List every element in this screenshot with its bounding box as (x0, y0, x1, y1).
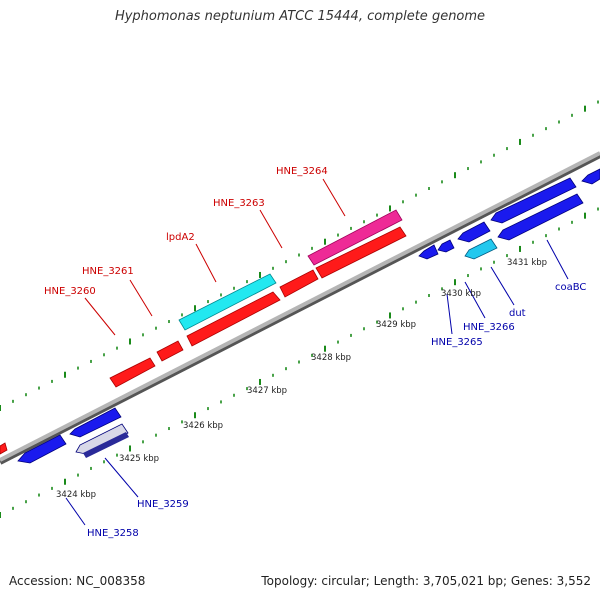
leader-hne3259 (104, 457, 139, 498)
leader-dut (490, 266, 515, 306)
scale-3424: 3424 kbp (56, 490, 96, 500)
label-dut[interactable]: dut (509, 308, 526, 319)
gene-coabc-a[interactable] (490, 177, 577, 224)
label-hne3266[interactable]: HNE_3266 (463, 322, 515, 333)
scale-3428: 3428 kbp (311, 353, 351, 363)
gene-coabc[interactable] (497, 193, 584, 241)
genome-summary-text: Topology: circular; Length: 3,705,021 bp… (261, 574, 591, 588)
scale-3431: 3431 kbp (507, 258, 547, 268)
gene-hne3261[interactable] (156, 340, 184, 362)
leader-lpda2 (195, 243, 217, 283)
label-hne3263[interactable]: HNE_3263 (213, 198, 265, 209)
gene-hne3263[interactable] (279, 269, 319, 298)
leader-hne3264 (322, 178, 346, 217)
label-coabc[interactable]: coaBC (555, 282, 586, 293)
gene-hne3260[interactable] (109, 357, 156, 388)
scale-3429: 3429 kbp (376, 320, 416, 330)
scale-3427: 3427 kbp (247, 386, 287, 396)
scale-labels: 3424 kbp 3425 kbp 3426 kbp 3427 kbp 3428… (56, 258, 547, 500)
leader-hne3265 (446, 293, 453, 335)
label-lpda2[interactable]: lpdA2 (166, 232, 195, 243)
reverse-strand-genes (17, 168, 600, 464)
inner-tick-track (0, 207, 599, 518)
label-hne3261[interactable]: HNE_3261 (82, 266, 134, 277)
scale-3425: 3425 kbp (119, 454, 159, 464)
gene-hne3264b[interactable] (315, 226, 407, 279)
label-hne3260[interactable]: HNE_3260 (44, 286, 96, 297)
gene-hne3266a[interactable] (457, 221, 491, 243)
leader-coabc (546, 239, 569, 280)
reverse-gene-labels: HNE_3258 HNE_3259 HNE_3265 HNE_3266 dut … (87, 282, 586, 539)
label-hne3258[interactable]: HNE_3258 (87, 528, 139, 539)
gene-lpda2[interactable] (178, 273, 277, 331)
map-title: Hyphomonas neptunium ATCC 15444, complet… (114, 9, 486, 24)
gene-hne3265b[interactable] (437, 239, 455, 253)
scale-3430: 3430 kbp (441, 289, 481, 299)
leader-hne3266 (464, 281, 486, 319)
label-leaders (65, 178, 569, 526)
forward-gene-labels: HNE_3260 HNE_3261 lpdA2 HNE_3263 HNE_326… (44, 166, 328, 297)
gene-edge-right[interactable] (581, 168, 600, 185)
leader-hne3260 (84, 297, 116, 336)
leader-hne3261 (129, 279, 153, 317)
gene-hne3259-band (83, 432, 129, 458)
genome-backbone (0, 151, 600, 462)
gene-edge-left[interactable] (0, 442, 8, 455)
gene-hne3265[interactable] (418, 244, 439, 260)
outer-tick-track (0, 100, 599, 411)
label-hne3265[interactable]: HNE_3265 (431, 337, 483, 348)
gene-hne3262[interactable] (186, 291, 281, 347)
scale-3426: 3426 kbp (183, 421, 223, 431)
label-hne3259[interactable]: HNE_3259 (137, 499, 189, 510)
leader-hne3263 (259, 209, 283, 249)
gene-hne3258b[interactable] (69, 407, 122, 438)
gene-hne3264[interactable] (307, 209, 403, 266)
accession-text: Accession: NC_008358 (9, 574, 146, 588)
gene-hne3258[interactable] (17, 434, 67, 464)
label-hne3264[interactable]: HNE_3264 (276, 166, 328, 177)
leader-hne3258 (65, 497, 86, 526)
gene-dut[interactable] (464, 238, 498, 260)
forward-strand-genes (0, 209, 407, 455)
